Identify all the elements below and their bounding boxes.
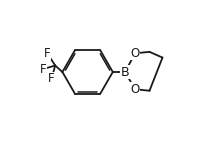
Text: O: O bbox=[131, 47, 140, 60]
Text: B: B bbox=[121, 66, 129, 78]
Text: F: F bbox=[40, 63, 46, 76]
Text: F: F bbox=[44, 47, 51, 60]
Text: F: F bbox=[48, 72, 55, 85]
Text: O: O bbox=[131, 83, 140, 96]
